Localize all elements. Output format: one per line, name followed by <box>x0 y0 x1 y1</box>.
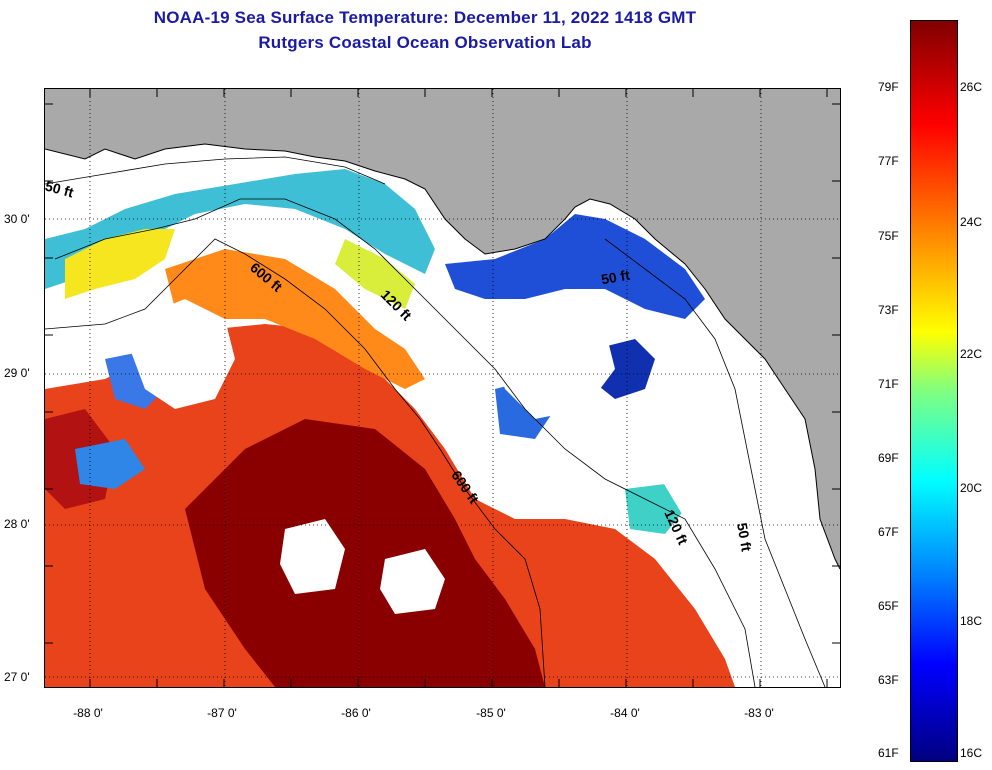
cold-bigbend <box>445 214 705 319</box>
cool-coastal-band <box>45 169 435 289</box>
lon-label: -87 0' <box>207 706 237 720</box>
lon-label: -85 0' <box>476 706 506 720</box>
orange-band <box>165 249 425 389</box>
sst-map: 50 ft 600 ft 120 ft 50 ft 600 ft 120 ft … <box>44 88 841 688</box>
yellow-coastal-east <box>335 239 415 309</box>
contour-50ft-west <box>45 156 386 185</box>
lon-label: -83 0' <box>744 706 774 720</box>
colorbar-f-label: 69F <box>878 451 899 465</box>
hot-core <box>185 419 545 687</box>
cold-patch-4 <box>75 439 145 489</box>
map-title: NOAA-19 Sea Surface Temperature: Decembe… <box>153 8 697 27</box>
lat-label: 27 0' <box>4 670 30 684</box>
colorbar-f-label: 61F <box>878 746 899 760</box>
colorbar-f-label: 63F <box>878 673 899 687</box>
colorbar-f-label: 73F <box>878 303 899 317</box>
colorbar-c-label: 22C <box>960 347 983 361</box>
coastline <box>45 143 840 570</box>
contour-50ft-east <box>604 238 826 687</box>
map-subtitle: Rutgers Coastal Ocean Observation Lab <box>258 33 592 52</box>
cloud-gap-2 <box>490 309 615 419</box>
lat-label: 28 0' <box>4 517 30 531</box>
colorbar-f-label: 67F <box>878 525 899 539</box>
lon-label: -88 0' <box>73 706 103 720</box>
colorbar-f-label: 71F <box>878 377 899 391</box>
cloud-gap-1 <box>130 299 235 409</box>
temperature-colorbar <box>910 20 958 762</box>
cloud-gap-5 <box>645 379 775 529</box>
colorbar-f-label: 77F <box>878 154 899 168</box>
cloud-gap-4 <box>380 549 445 614</box>
lat-label: 29 0' <box>4 366 30 380</box>
colorbar-c-label: 16C <box>960 746 983 760</box>
contour-120ft <box>54 198 756 687</box>
lat-label: 30 0' <box>4 212 30 226</box>
colorbar-c-label: 24C <box>960 215 983 229</box>
colorbar-f-label: 65F <box>878 599 899 613</box>
colorbar-f-label: 79F <box>878 80 899 94</box>
yellow-coastal <box>65 229 175 299</box>
contour-600ft <box>45 238 546 687</box>
sst-map-canvas <box>45 89 840 687</box>
lon-label: -84 0' <box>610 706 640 720</box>
colorbar-c-label: 18C <box>960 614 983 628</box>
cloud-gap-3 <box>280 519 345 594</box>
colorbar-c-label: 20C <box>960 481 983 495</box>
colorbar-f-label: 75F <box>878 229 899 243</box>
colorbar-c-label: 26C <box>960 80 983 94</box>
lon-label: -86 0' <box>341 706 371 720</box>
